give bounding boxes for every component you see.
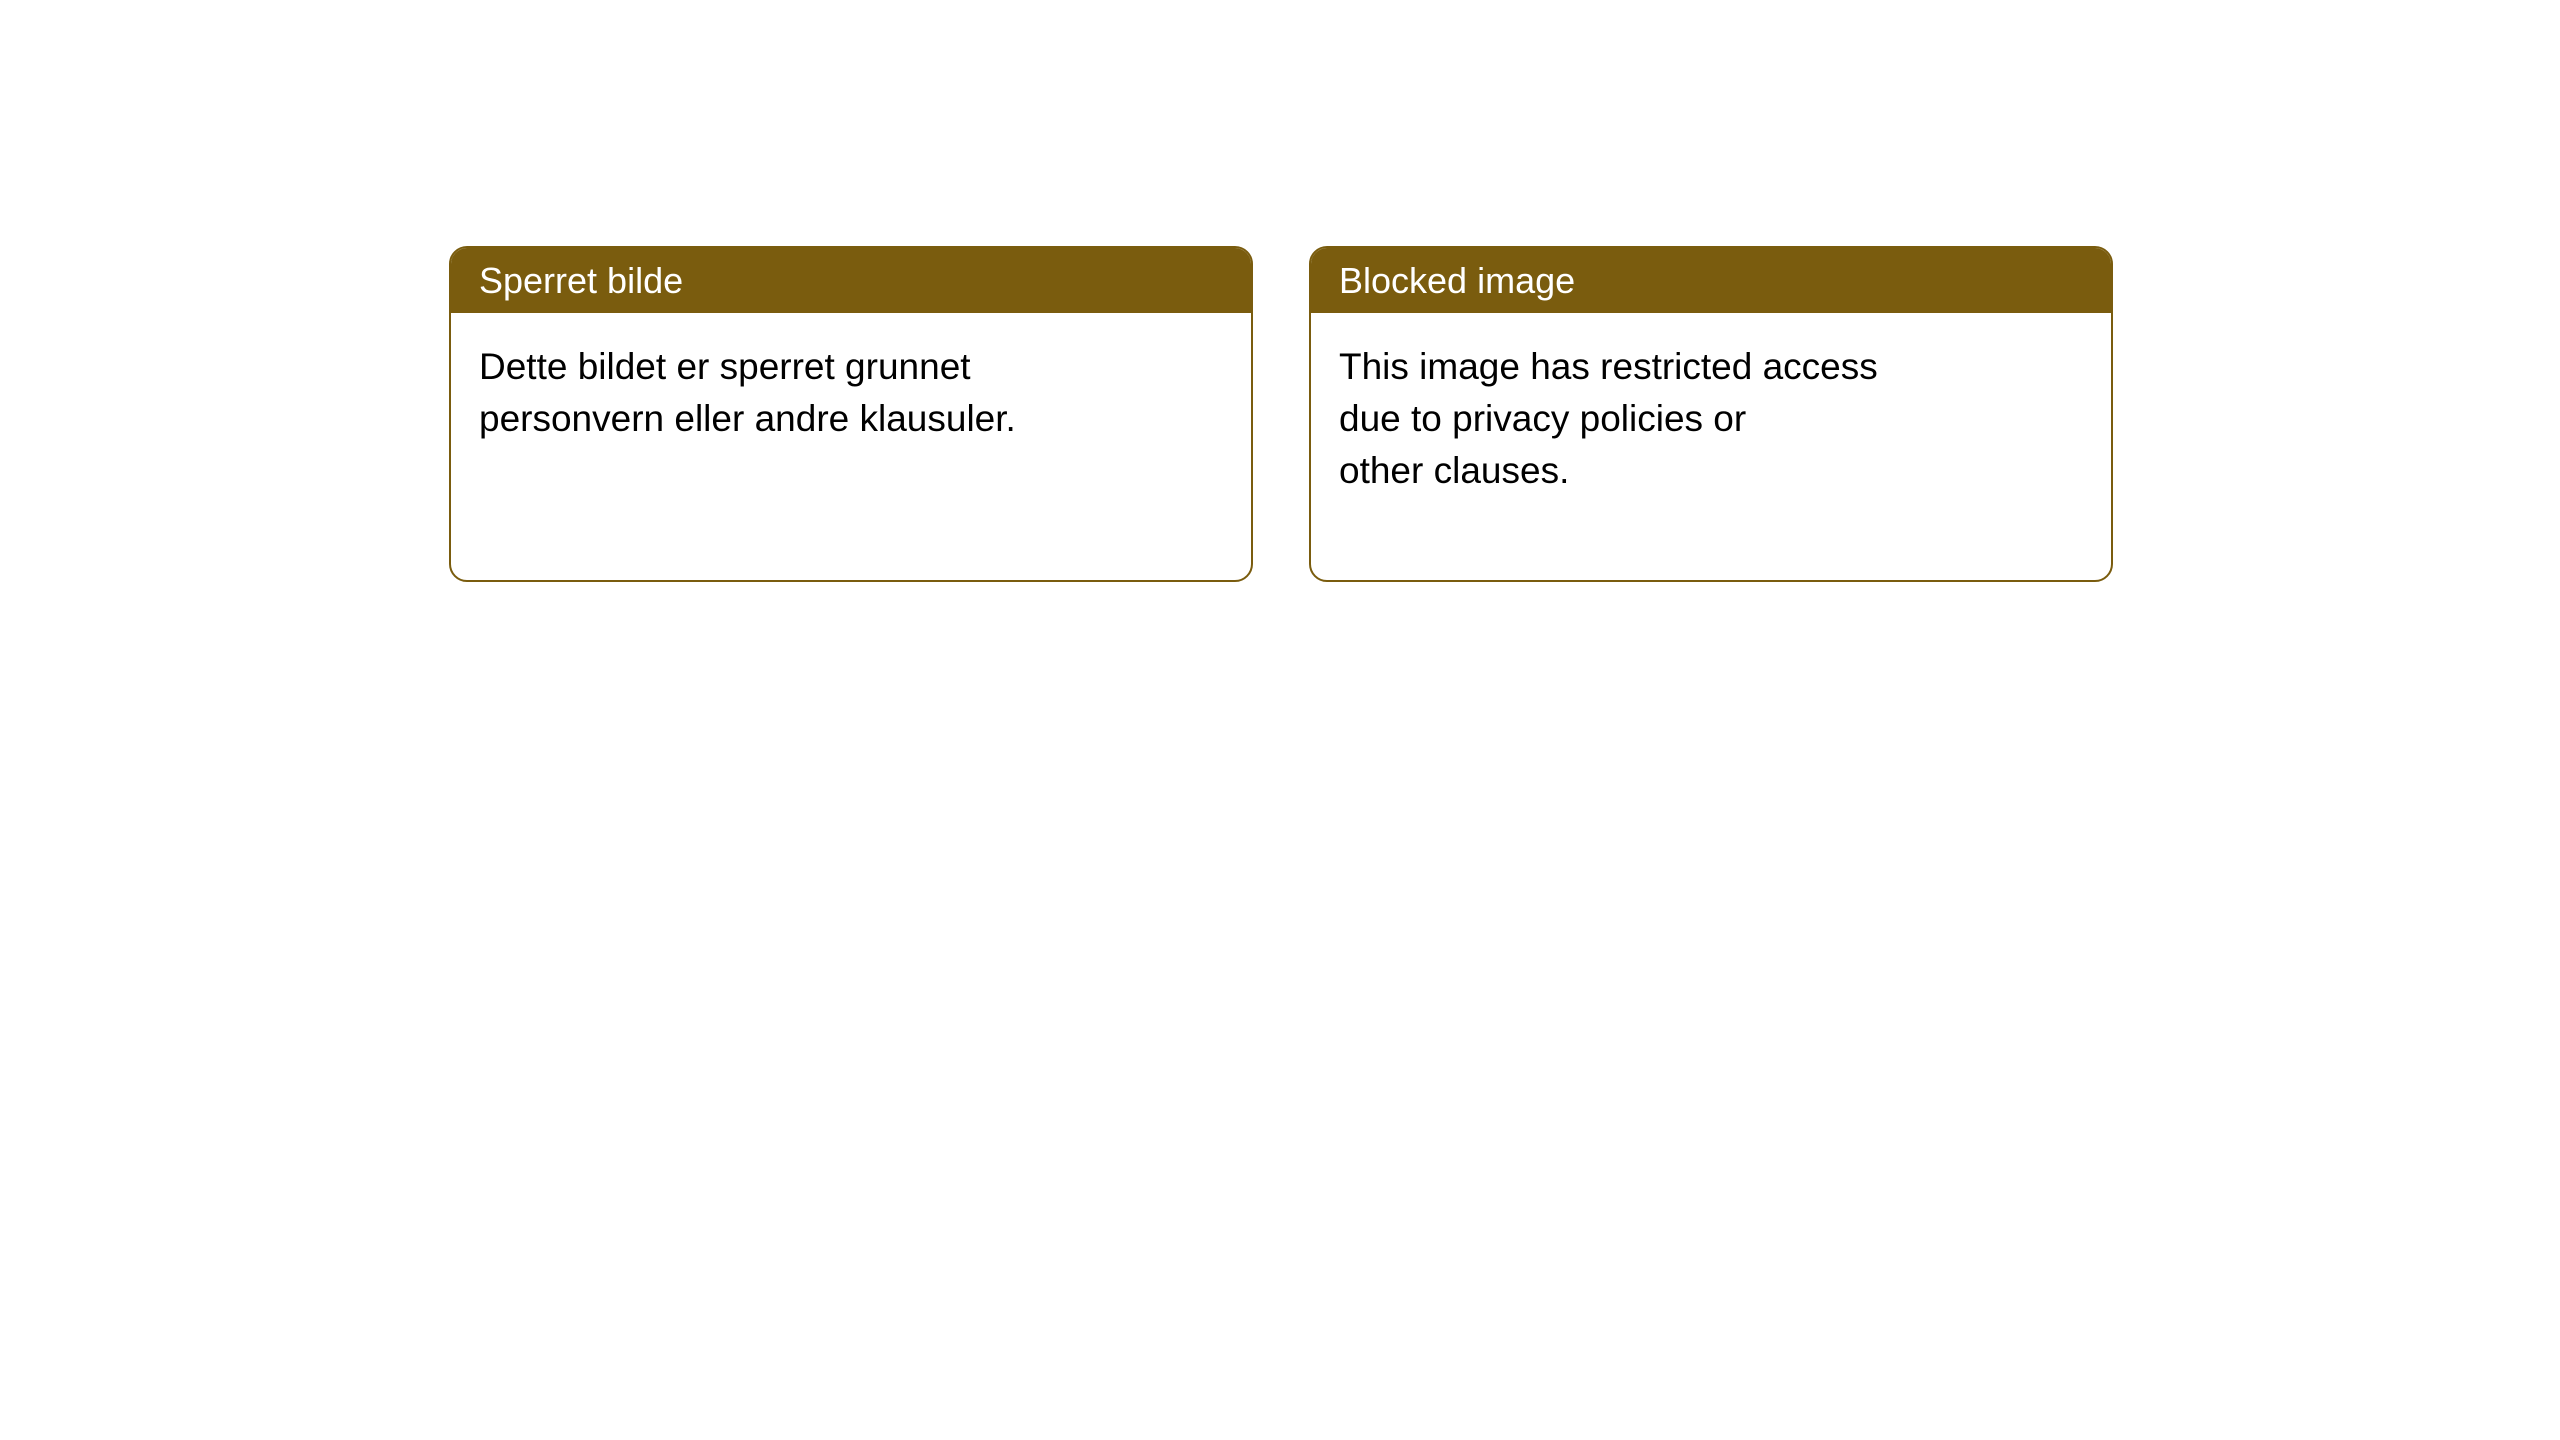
notice-card-en: Blocked image This image has restricted … (1309, 246, 2113, 582)
notice-title-en: Blocked image (1311, 248, 2111, 313)
notice-container: Sperret bilde Dette bildet er sperret gr… (449, 246, 2113, 582)
notice-body-en: This image has restricted access due to … (1311, 313, 2111, 524)
notice-card-no: Sperret bilde Dette bildet er sperret gr… (449, 246, 1253, 582)
notice-body-no: Dette bildet er sperret grunnet personve… (451, 313, 1251, 473)
notice-title-no: Sperret bilde (451, 248, 1251, 313)
